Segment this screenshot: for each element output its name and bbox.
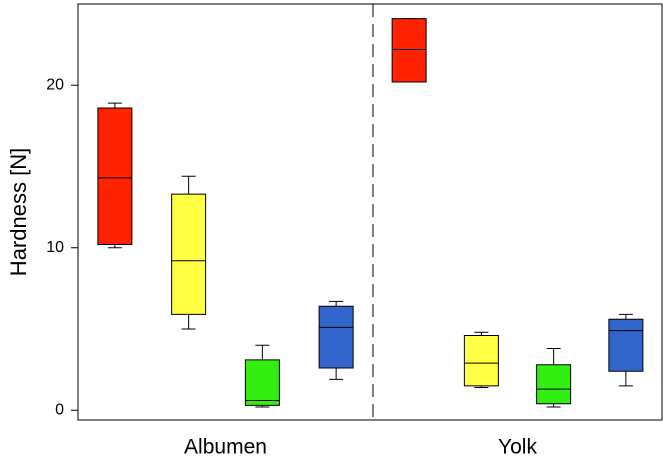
- box-body: [608, 318, 644, 372]
- box-body: [171, 193, 207, 315]
- box-albumen-1: [97, 102, 133, 249]
- box-yolk-1: [391, 18, 427, 83]
- box-body: [244, 359, 280, 406]
- box-albumen-2: [171, 175, 207, 330]
- box-albumen-3: [244, 344, 280, 408]
- box-body: [536, 364, 572, 405]
- boxes-layer: [97, 18, 644, 408]
- box-yolk-3: [536, 348, 572, 408]
- plot-frame: [77, 3, 663, 421]
- y-tick-label: 20: [46, 76, 64, 93]
- x-group-labels: Albumen Yolk: [184, 436, 537, 459]
- y-axis-title: Hardness [N]: [6, 148, 31, 276]
- y-tick-label: 0: [55, 401, 64, 418]
- box-yolk-4: [608, 313, 644, 387]
- y-axis: 0 10 20: [46, 76, 78, 418]
- box-body: [318, 305, 354, 369]
- box-yolk-2: [463, 331, 499, 388]
- group-label-yolk: Yolk: [498, 436, 537, 459]
- group-label-albumen: Albumen: [184, 436, 267, 459]
- box-albumen-4: [318, 300, 354, 380]
- box-body: [97, 107, 133, 245]
- y-tick-label: 10: [46, 239, 64, 256]
- box-body: [463, 335, 499, 387]
- box-body: [391, 18, 427, 83]
